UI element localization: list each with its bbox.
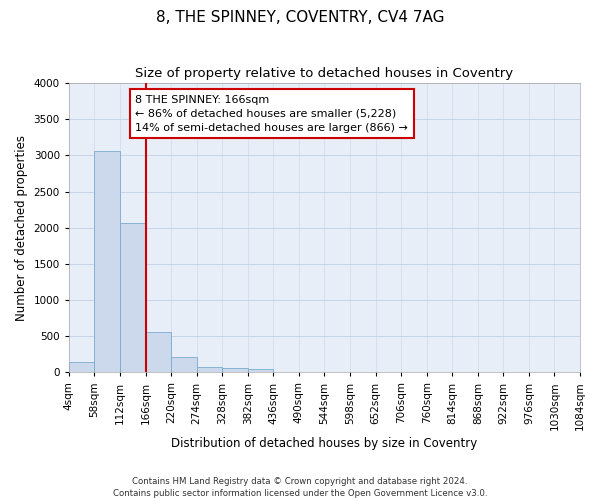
Bar xyxy=(69,362,94,372)
X-axis label: Distribution of detached houses by size in Coventry: Distribution of detached houses by size … xyxy=(171,437,478,450)
Title: Size of property relative to detached houses in Coventry: Size of property relative to detached ho… xyxy=(136,68,514,80)
Bar xyxy=(94,151,120,372)
Bar xyxy=(248,369,273,372)
Bar xyxy=(197,367,222,372)
Bar xyxy=(146,332,171,372)
Y-axis label: Number of detached properties: Number of detached properties xyxy=(15,134,28,320)
Bar xyxy=(171,357,197,372)
Bar xyxy=(120,224,146,372)
Text: 8, THE SPINNEY, COVENTRY, CV4 7AG: 8, THE SPINNEY, COVENTRY, CV4 7AG xyxy=(156,10,444,25)
Text: Contains HM Land Registry data © Crown copyright and database right 2024.
Contai: Contains HM Land Registry data © Crown c… xyxy=(113,476,487,498)
Bar xyxy=(222,368,248,372)
Text: 8 THE SPINNEY: 166sqm
← 86% of detached houses are smaller (5,228)
14% of semi-d: 8 THE SPINNEY: 166sqm ← 86% of detached … xyxy=(135,94,408,132)
